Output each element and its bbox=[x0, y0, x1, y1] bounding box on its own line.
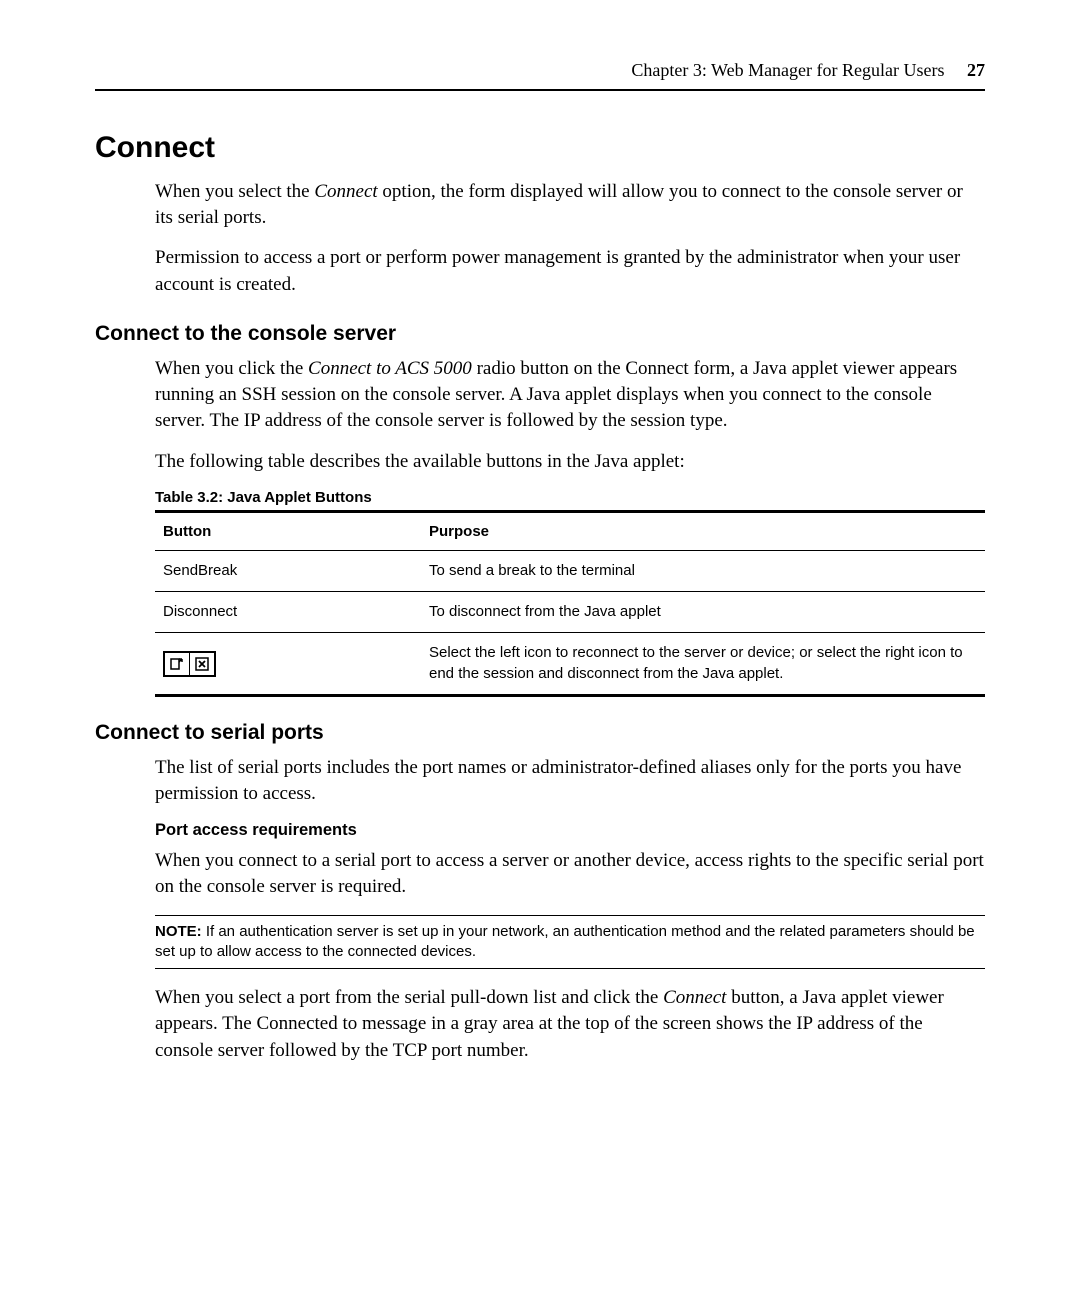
table-row: SendBreak To send a break to the termina… bbox=[155, 550, 985, 591]
note-block: NOTE: If an authentication server is set… bbox=[155, 915, 985, 970]
console-block: When you click the Connect to ACS 5000 r… bbox=[155, 356, 985, 697]
cell-purpose: To send a break to the terminal bbox=[421, 550, 985, 591]
chapter-title: Chapter 3: Web Manager for Regular Users bbox=[631, 60, 944, 80]
serial-block: The list of serial ports includes the po… bbox=[155, 755, 985, 1064]
intro-paragraph-2: Permission to access a port or perform p… bbox=[155, 245, 985, 297]
applet-icons bbox=[163, 651, 216, 677]
table-caption: Table 3.2: Java Applet Buttons bbox=[155, 489, 985, 506]
cell-button: SendBreak bbox=[155, 550, 421, 591]
cell-button-icons bbox=[155, 633, 421, 696]
note-text: NOTE: If an authentication server is set… bbox=[155, 922, 985, 963]
disconnect-icon bbox=[190, 653, 214, 675]
intro-block: When you select the Connect option, the … bbox=[155, 179, 985, 298]
reconnect-icon bbox=[165, 653, 190, 675]
cell-purpose: Select the left icon to reconnect to the… bbox=[421, 633, 985, 696]
console-paragraph-1: When you click the Connect to ACS 5000 r… bbox=[155, 356, 985, 435]
connect-italic: Connect bbox=[314, 181, 377, 202]
subsection-console: Connect to the console server bbox=[95, 322, 985, 346]
subsection-serial: Connect to serial ports bbox=[95, 721, 985, 745]
serial-paragraph-1: The list of serial ports includes the po… bbox=[155, 755, 985, 807]
console-paragraph-2: The following table describes the availa… bbox=[155, 449, 985, 475]
final-paragraph: When you select a port from the serial p… bbox=[155, 985, 985, 1064]
cell-button: Disconnect bbox=[155, 592, 421, 633]
table-row: Select the left icon to reconnect to the… bbox=[155, 633, 985, 696]
th-purpose: Purpose bbox=[421, 511, 985, 550]
header-rule bbox=[95, 89, 985, 91]
connect-acs-italic: Connect to ACS 5000 bbox=[308, 358, 472, 379]
intro-paragraph-1: When you select the Connect option, the … bbox=[155, 179, 985, 231]
table-row: Disconnect To disconnect from the Java a… bbox=[155, 592, 985, 633]
port-paragraph-1: When you connect to a serial port to acc… bbox=[155, 848, 985, 900]
cell-purpose: To disconnect from the Java applet bbox=[421, 592, 985, 633]
section-heading: Connect bbox=[95, 131, 985, 165]
table-header-row: Button Purpose bbox=[155, 511, 985, 550]
th-button: Button bbox=[155, 511, 421, 550]
port-access-heading: Port access requirements bbox=[155, 821, 985, 840]
page-number: 27 bbox=[967, 60, 985, 80]
note-label: NOTE: bbox=[155, 923, 202, 940]
applet-buttons-table: Button Purpose SendBreak To send a break… bbox=[155, 510, 985, 697]
document-page: Chapter 3: Web Manager for Regular Users… bbox=[0, 0, 1080, 1138]
connect-button-italic: Connect bbox=[663, 987, 726, 1008]
page-header: Chapter 3: Web Manager for Regular Users… bbox=[95, 60, 985, 81]
